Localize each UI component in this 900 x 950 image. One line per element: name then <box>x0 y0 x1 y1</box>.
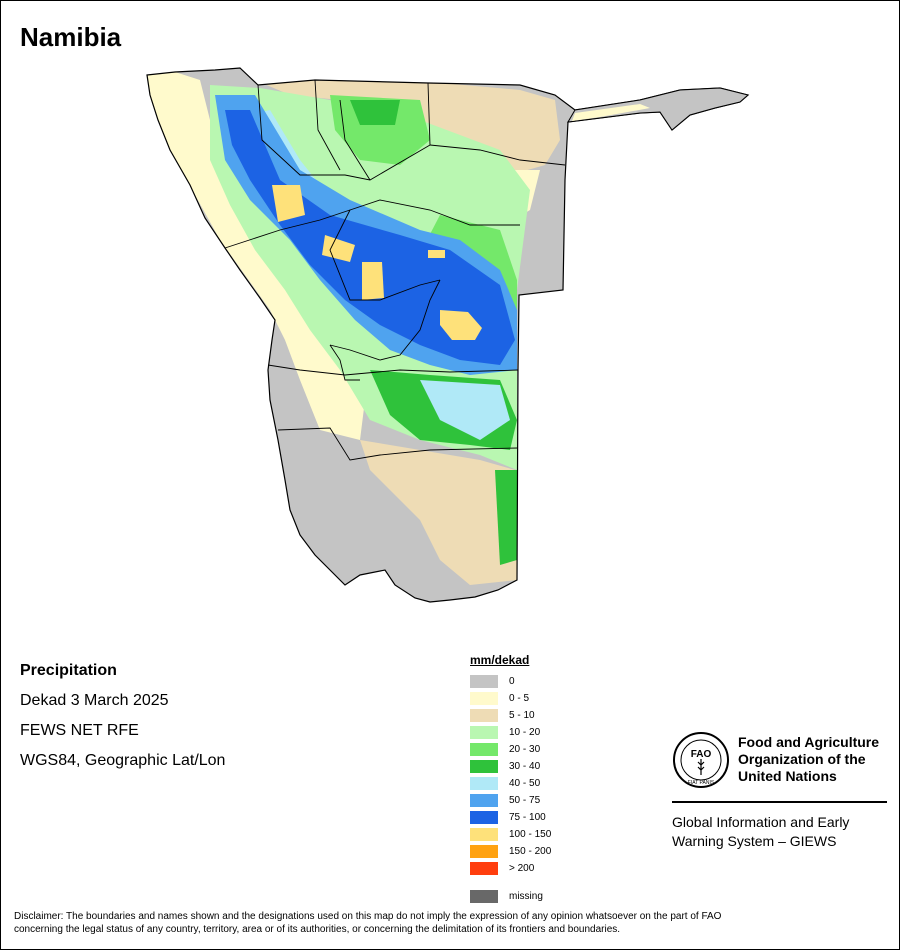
rain-zone-0-5-west <box>147 72 365 440</box>
legend-label: 150 - 200 <box>509 846 552 857</box>
giews-line: Warning System – GIEWS <box>672 833 837 849</box>
rain-zone-30-40-b <box>495 470 517 565</box>
variable-label: Precipitation <box>20 662 117 679</box>
legend-swatch <box>470 743 498 756</box>
legend-label: 40 - 50 <box>509 778 541 789</box>
rain-zone-100-150-b <box>322 235 355 262</box>
caprivi-strip <box>567 87 750 131</box>
legend-item: 75 - 100 <box>470 809 551 826</box>
rainfall-raster <box>147 68 748 602</box>
legend-swatch <box>470 726 498 739</box>
region-boundary <box>267 364 519 376</box>
legend-label: missing <box>509 891 543 902</box>
legend-item-missing: missing <box>470 888 551 905</box>
legend-swatch <box>470 828 498 841</box>
legend-swatch <box>470 794 498 807</box>
region-boundary <box>314 79 341 171</box>
rain-zone-40-50-b <box>420 380 510 440</box>
legend-swatch <box>470 777 498 790</box>
disclaimer: Disclaimer: The boundaries and names sho… <box>14 910 884 936</box>
region-boundary <box>329 344 360 381</box>
projection-label: WGS84, Geographic Lat/Lon <box>20 752 226 769</box>
rain-zone-75-100 <box>225 110 515 365</box>
legend-item: 50 - 75 <box>470 792 551 809</box>
source-label: FEWS NET RFE <box>20 722 139 739</box>
period-label: Dekad 3 March 2025 <box>20 692 169 709</box>
legend-item: 0 <box>470 673 551 690</box>
legend-item: > 200 <box>470 860 551 877</box>
giews-name: Global Information and Early Warning Sys… <box>672 813 892 851</box>
org-name-line: Food and Agriculture <box>738 734 880 750</box>
rain-zone-5-10-south <box>360 440 517 585</box>
legend-swatch <box>470 845 498 858</box>
legend-item: 10 - 20 <box>470 724 551 741</box>
fao-emblem-text: FAO <box>691 749 712 760</box>
regional-boundaries <box>224 79 566 461</box>
legend-label: 5 - 10 <box>509 710 535 721</box>
legend-swatch <box>470 692 498 705</box>
region-boundary <box>224 199 520 249</box>
org-name-line: United Nations <box>738 768 837 784</box>
rain-zone-30-40-c <box>350 100 400 125</box>
logo-divider <box>672 801 887 803</box>
legend-swatch <box>470 760 498 773</box>
fao-organization-name: Food and Agriculture Organization of the… <box>738 734 888 785</box>
legend-label: 50 - 75 <box>509 795 541 806</box>
legend-swatch <box>470 811 498 824</box>
legend-swatch <box>470 675 498 688</box>
legend-label: 0 <box>509 676 515 687</box>
rain-zone-100-150-d <box>440 310 482 340</box>
region-boundary <box>329 209 441 301</box>
legend-label: 0 - 5 <box>509 693 530 704</box>
rain-zone-100-150-e <box>428 250 445 258</box>
legend-swatch <box>470 709 498 722</box>
disclaimer-line: concerning the legal status of any count… <box>14 924 621 935</box>
legend-item: 0 - 5 <box>470 690 551 707</box>
legend-item: 30 - 40 <box>470 758 551 775</box>
legend-label: 10 - 20 <box>509 727 541 738</box>
region-boundary <box>339 99 371 181</box>
legend-item: 100 - 150 <box>470 826 551 843</box>
legend: mm/dekad 0 0 - 5 5 - 10 10 - 20 20 - 30 … <box>470 653 551 905</box>
map-info: Precipitation Dekad 3 March 2025 FEWS NE… <box>20 656 225 776</box>
fao-emblem-motto: FIAT PANIS <box>688 780 715 786</box>
legend-label: 20 - 30 <box>509 744 541 755</box>
legend-label: 100 - 150 <box>509 829 552 840</box>
org-name-line: Organization of the <box>738 751 866 767</box>
caprivi-strip-rain <box>572 104 650 121</box>
disclaimer-line: Disclaimer: The boundaries and names sho… <box>14 911 722 922</box>
legend-item: 5 - 10 <box>470 707 551 724</box>
legend-swatch <box>470 890 498 903</box>
rain-zone-100-150-c <box>362 262 384 300</box>
legend-item: 150 - 200 <box>470 843 551 860</box>
legend-swatch <box>470 862 498 875</box>
fao-emblem-icon: FAO FIAT PANIS <box>673 732 729 788</box>
rain-zone-100-150-a <box>272 185 305 222</box>
legend-item: 40 - 50 <box>470 775 551 792</box>
region-boundary <box>329 279 441 361</box>
map-title: Namibia <box>20 22 122 52</box>
legend-label: 75 - 100 <box>509 812 546 823</box>
legend-unit: mm/dekad <box>470 653 530 667</box>
region-boundary <box>429 144 566 166</box>
namibia-precipitation-map <box>146 67 750 603</box>
legend-label: > 200 <box>509 863 535 874</box>
giews-line: Global Information and Early <box>672 814 850 830</box>
legend-label: 30 - 40 <box>509 761 541 772</box>
legend-item: 20 - 30 <box>470 741 551 758</box>
region-boundary <box>277 427 519 461</box>
